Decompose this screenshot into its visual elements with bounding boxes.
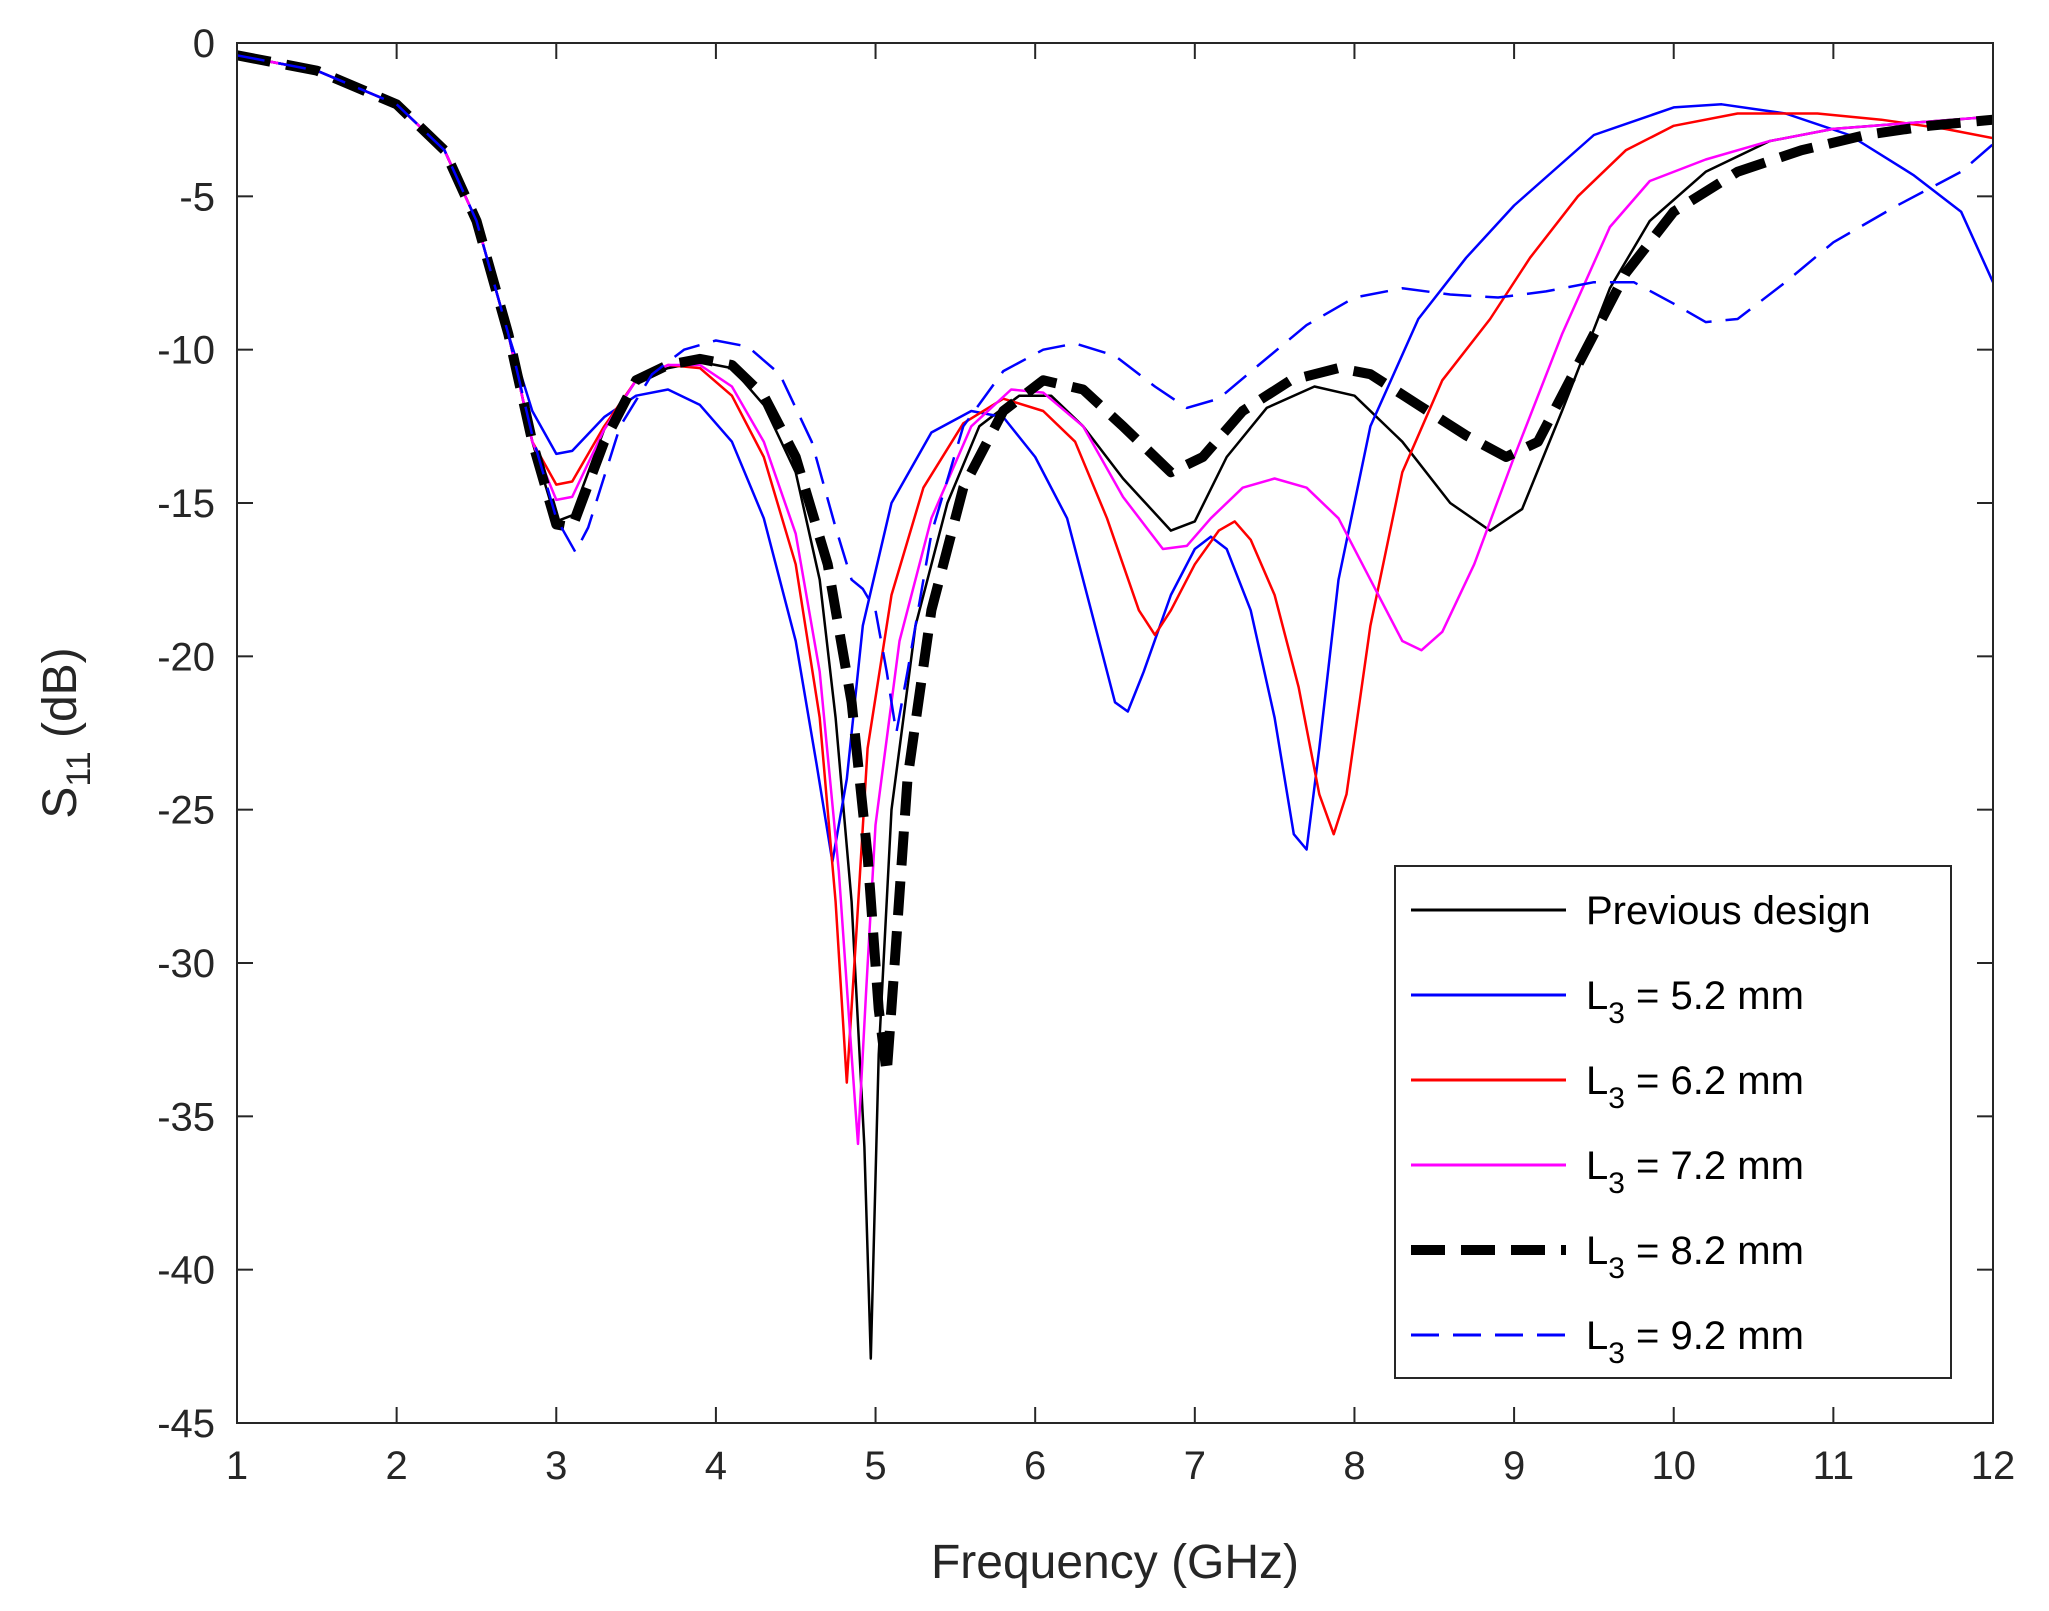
y-axis-title-main: S	[34, 787, 87, 819]
y-tick-label: -45	[157, 1402, 215, 1446]
legend-label-l3-8-2: L3 = 8.2 mm	[1586, 1229, 1804, 1285]
y-tick-label: -40	[157, 1249, 215, 1293]
legend-label-l3-6-2: L3 = 6.2 mm	[1586, 1059, 1804, 1115]
legend-label-l3-9-2: L3 = 9.2 mm	[1586, 1314, 1804, 1370]
y-tick-label: -30	[157, 942, 215, 986]
y-tick-label: -25	[157, 789, 215, 833]
y-tick-label: -20	[157, 635, 215, 679]
x-tick-label: 12	[1971, 1444, 2016, 1488]
y-tick-label: -5	[179, 175, 215, 219]
y-tick-label: -35	[157, 1095, 215, 1139]
legend-box	[1394, 865, 1952, 1379]
x-tick-label: 7	[1184, 1444, 1206, 1488]
legend-label-l3-5-2: L3 = 5.2 mm	[1586, 974, 1804, 1030]
x-tick-label: 11	[1813, 1444, 1855, 1488]
series-line-1	[237, 54, 1993, 864]
y-axis-title: S11 (dB)	[34, 647, 98, 818]
x-tick-label: 10	[1651, 1444, 1696, 1488]
series-line-5	[237, 54, 1993, 735]
series-line-4	[237, 50, 1993, 1079]
x-tick-label: 6	[1024, 1444, 1046, 1488]
x-tick-label: 5	[864, 1444, 886, 1488]
series-line-0	[237, 54, 1993, 1360]
y-axis-ticks: 0 -5 -10 -15 -20 -25 -30 -35 -40 -45	[157, 22, 1993, 1446]
y-tick-label: -15	[157, 482, 215, 526]
y-tick-label: -10	[157, 329, 215, 373]
x-tick-label: 9	[1503, 1444, 1525, 1488]
x-tick-label: 3	[545, 1444, 567, 1488]
legend: Previous design L3 = 5.2 mm L3 = 6.2 mm …	[1394, 865, 1952, 1379]
x-axis-ticks: 1 2 3 4 5 6 7 8 9 10 11 12	[226, 43, 2015, 1488]
x-tick-label: 4	[705, 1444, 727, 1488]
y-axis-title-unit: (dB)	[34, 647, 87, 751]
legend-label-l3-7-2: L3 = 7.2 mm	[1586, 1144, 1804, 1200]
y-axis-title-sub: 11	[60, 751, 98, 786]
axes-box	[236, 42, 1994, 1424]
y-tick-label: 0	[193, 22, 215, 66]
x-axis-title: Frequency (GHz)	[931, 1536, 1299, 1589]
x-tick-label: 8	[1343, 1444, 1365, 1488]
x-tick-label: 1	[226, 1444, 248, 1488]
series-lines	[237, 50, 1993, 1360]
series-line-2	[237, 54, 1993, 1084]
x-tick-label: 2	[386, 1444, 408, 1488]
legend-label-previous: Previous design	[1586, 889, 1871, 933]
series-line-3	[237, 54, 1993, 1146]
